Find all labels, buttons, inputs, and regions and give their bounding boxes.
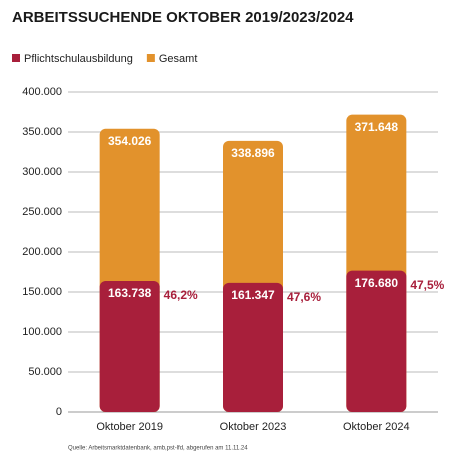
- bar: [99, 281, 160, 412]
- share-label: 46,2%: [164, 288, 198, 302]
- share-label: 47,5%: [410, 278, 444, 292]
- value-label: 354.026: [108, 134, 152, 148]
- value-label: 163.738: [108, 286, 152, 300]
- y-tick-label: 300.000: [22, 166, 62, 178]
- legend-label: Pflichtschulausbildung: [24, 53, 133, 65]
- legend-swatch: [12, 54, 20, 62]
- x-tick-label: Oktober 2023: [220, 421, 287, 433]
- y-tick-label: 250.000: [22, 206, 62, 218]
- share-label: 47,6%: [287, 290, 321, 304]
- x-tick-label: Oktober 2024: [343, 421, 410, 433]
- y-tick-label: 350.000: [22, 126, 62, 138]
- y-tick-label: 50.000: [28, 366, 62, 378]
- legend-swatch: [146, 54, 155, 62]
- bar: [346, 270, 407, 412]
- x-tick-label: Oktober 2019: [96, 421, 163, 433]
- bar: [223, 282, 283, 412]
- y-tick-label: 0: [56, 406, 62, 418]
- y-tick-label: 150.000: [22, 286, 62, 298]
- value-label: 338.896: [231, 146, 275, 160]
- y-tick-label: 400.000: [22, 86, 62, 98]
- y-tick-label: 200.000: [22, 246, 62, 258]
- chart-title: ARBEITSSUCHENDE OKTOBER 2019/2023/2024: [12, 9, 354, 26]
- value-label: 176.680: [355, 276, 399, 290]
- value-label: 371.648: [355, 120, 399, 134]
- source: Quelle: Arbeitsmarktdatenbank, amb,pst-l…: [68, 446, 248, 452]
- legend-label: Gesamt: [159, 53, 198, 65]
- y-tick-label: 100.000: [22, 326, 62, 338]
- value-label: 161.347: [231, 288, 275, 302]
